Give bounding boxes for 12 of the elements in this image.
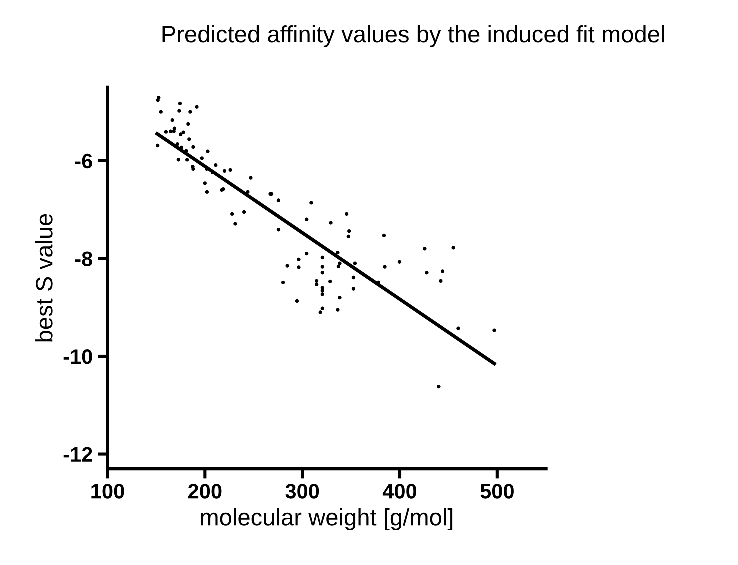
x-tick-label: 100 bbox=[92, 484, 124, 499]
x-axis-title: molecular weight [g/mol] bbox=[201, 508, 453, 531]
x-tick-label: 400 bbox=[382, 484, 417, 499]
y-tick-label: -6 bbox=[75, 154, 92, 169]
y-tick-label: -8 bbox=[75, 252, 93, 266]
x-tick-label: 200 bbox=[188, 484, 222, 499]
x-tick-label: 300 bbox=[286, 484, 320, 499]
chart-title: Predicted affinity values by the induced fit model bbox=[162, 25, 664, 48]
y-axis-title: best S value bbox=[35, 214, 53, 342]
x-tick-label: 500 bbox=[480, 484, 514, 499]
y-tick-label: -12 bbox=[64, 447, 92, 462]
y-tick-label: -10 bbox=[64, 349, 92, 364]
